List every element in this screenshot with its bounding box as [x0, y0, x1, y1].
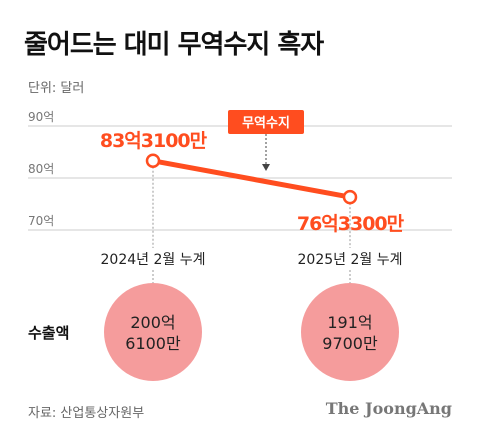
- export-value-line2: 9700만: [322, 334, 378, 353]
- data-label: 76억3300만: [297, 213, 405, 235]
- export-value-line2: 6100만: [125, 334, 181, 353]
- unit-label: 단위: 달러: [28, 81, 85, 96]
- data-label: 83억3100만: [100, 130, 208, 152]
- y-tick-label: 70억: [28, 214, 54, 228]
- source-label: 자료: 산업통상자원부: [28, 406, 145, 421]
- series-badge-label: 무역수지: [242, 115, 290, 131]
- chart-title: 줄어드는 대미 무역수지 흑자: [24, 30, 324, 60]
- y-tick-label: 90억: [28, 110, 54, 124]
- callout-arrow: [262, 164, 270, 171]
- data-point: [145, 153, 161, 169]
- export-circle: [104, 283, 202, 381]
- export-value-line1: 191억: [327, 313, 372, 332]
- brand-logo: The JoongAng: [325, 399, 452, 418]
- data-point: [342, 189, 358, 205]
- series-line: [150, 158, 353, 200]
- exports-label: 수출액: [28, 324, 69, 342]
- series-badge: [228, 110, 304, 134]
- y-tick-label: 80억: [28, 162, 54, 176]
- category-label: 2024년 2월 누계: [101, 252, 206, 268]
- export-value-line1: 200억: [130, 313, 175, 332]
- export-circle: [301, 283, 399, 381]
- category-label: 2025년 2월 누계: [298, 252, 403, 268]
